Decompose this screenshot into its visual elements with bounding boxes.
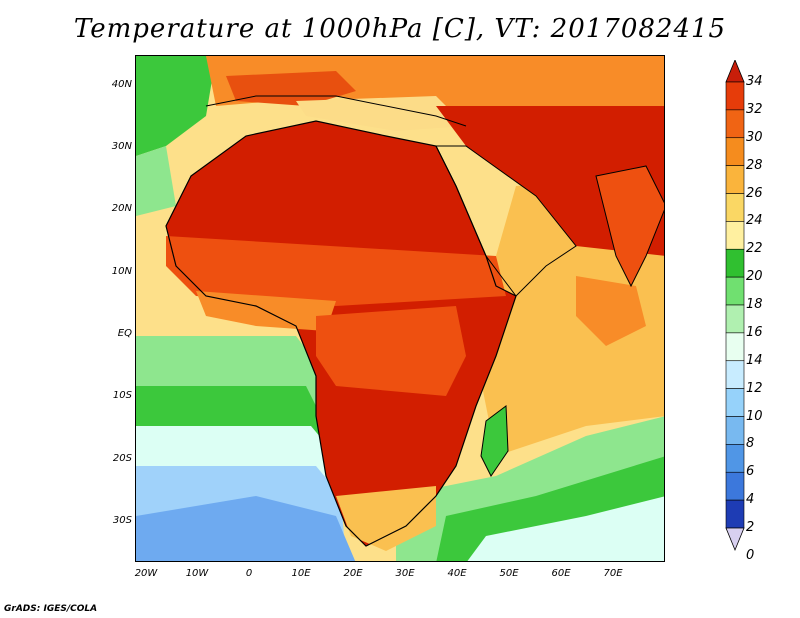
lon-label-40e: 40E [447, 568, 467, 579]
lat-label-20n: 20N [111, 203, 132, 214]
madagascar [480, 405, 509, 477]
colorbar-segment [725, 444, 745, 473]
north-atlantic-lightgreen [136, 146, 176, 216]
iberia-warm [226, 71, 356, 106]
lon-label-60e: 60E [551, 568, 571, 579]
colorbar-label: 32 [746, 101, 763, 117]
colorbar-label: 28 [746, 157, 763, 173]
lon-label-70e: 70E [603, 568, 623, 579]
lon-label-50e: 50E [499, 568, 519, 579]
colorbar-label: 8 [746, 436, 755, 452]
temperature-map [135, 55, 665, 562]
colorbar-label: 2 [746, 520, 755, 535]
central-africa [316, 306, 466, 396]
colorbar-segment [725, 304, 745, 334]
colorbar-segment [725, 248, 745, 278]
arabian-sea-warm [576, 276, 646, 346]
colorbar-segment [725, 416, 745, 445]
colorbar-label: 22 [746, 241, 763, 257]
lon-label-0: 0 [245, 568, 253, 579]
lon-label-30e: 30E [395, 568, 415, 579]
colorbar-label: 30 [746, 129, 763, 145]
colorbar-segment [725, 471, 745, 501]
colorbar-top-arrow [725, 60, 745, 83]
colorbar-segment [725, 109, 745, 139]
lon-label-10w: 10W [185, 568, 209, 579]
colorbar-segment [725, 499, 745, 529]
southern-africa-cool [336, 486, 436, 551]
lat-label-eq: EQ [117, 328, 132, 339]
lat-label-30n: 30N [111, 141, 132, 152]
arabia-coastline [435, 145, 577, 297]
colorbar-label: 34 [746, 74, 763, 89]
colorbar-segment [725, 276, 745, 306]
europe-coastline [205, 95, 467, 127]
colorbar-segment [725, 137, 745, 166]
colorbar-segment [725, 165, 745, 194]
map-canvas [136, 56, 664, 561]
colorbar-segment [725, 360, 745, 389]
colorbar-label: 20 [746, 269, 763, 285]
lat-label-40n: 40N [111, 79, 132, 90]
colorbar-label: 4 [746, 492, 755, 508]
colorbar [725, 60, 745, 552]
colorbar-label: 26 [746, 185, 763, 201]
mediterranean-sea [296, 96, 466, 131]
lon-label-10e: 10E [291, 568, 311, 579]
lon-label-20e: 20E [343, 568, 363, 579]
colorbar-label: 0 [746, 547, 755, 563]
colorbar-label: 16 [746, 324, 763, 340]
colorbar-label: 24 [746, 213, 763, 229]
europe-region [206, 56, 664, 116]
atlantic-deep-blue [136, 496, 356, 561]
lat-label-20s: 20S [112, 453, 132, 464]
colorbar-label: 10 [746, 408, 763, 424]
colorbar-label: 14 [746, 352, 763, 368]
colorbar-label: 6 [746, 464, 755, 480]
colorbar-segment [725, 221, 745, 250]
lon-label-20w: 20W [134, 568, 158, 579]
colorbar-segment [725, 81, 745, 111]
colorbar-segment [725, 332, 745, 362]
credit-text: GrADS: IGES/COLA [4, 604, 98, 614]
north-atlantic-green [136, 56, 216, 156]
sahel-band [166, 236, 506, 306]
lat-label-30s: 30S [112, 515, 132, 526]
lat-label-10n: 10N [111, 266, 132, 277]
map-title: Temperature at 1000hPa [C], VT: 20170824… [73, 14, 727, 44]
colorbar-segment [725, 193, 745, 222]
lat-label-10s: 10S [112, 390, 132, 401]
india [595, 165, 664, 288]
colorbar-bottom-arrow [725, 527, 745, 552]
colorbar-label: 18 [746, 297, 763, 312]
colorbar-segment [725, 388, 745, 417]
colorbar-label: 12 [746, 380, 763, 396]
indian-cyan-zone [467, 496, 664, 561]
